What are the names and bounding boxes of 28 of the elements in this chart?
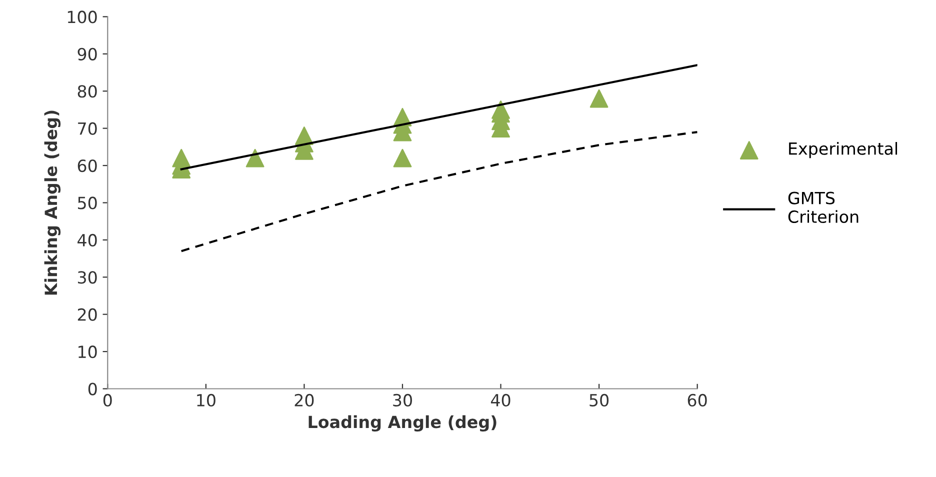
y-tick-label: 90	[78, 48, 97, 60]
x-tick-label: 20	[294, 394, 314, 407]
y-tick-label: 80	[78, 85, 97, 98]
point	[590, 89, 608, 108]
y-tick-label: 30	[78, 271, 97, 284]
point	[492, 100, 510, 119]
y-axis-title: Kinking Angle (deg)	[44, 110, 61, 295]
y-tick-label: 0	[88, 382, 97, 396]
point	[172, 148, 191, 168]
x-tick-label: 10	[197, 394, 216, 407]
y-tick-label: 40	[78, 234, 97, 246]
y-tick-label: 20	[78, 308, 97, 321]
x-axis-title: Loading Angle (deg)	[308, 415, 496, 432]
y-tick-label: 60	[78, 159, 97, 172]
x-tick-label: 60	[688, 394, 707, 407]
legend-label: GMTS Criterion	[788, 192, 858, 224]
line-series	[180, 130, 698, 252]
point	[246, 148, 264, 168]
x-tick-label: 30	[393, 394, 412, 407]
y-tick-label: 100	[68, 10, 97, 24]
y-tick-label: 70	[78, 122, 97, 135]
legend-label: Experimental	[789, 142, 898, 158]
x-tick-label: 40	[490, 394, 510, 407]
x-tick-label: 0	[103, 394, 112, 407]
y-tick-label: 10	[78, 346, 97, 358]
x-tick-label: 50	[590, 394, 609, 407]
y-tick-label: 50	[78, 196, 97, 210]
point	[393, 148, 412, 168]
